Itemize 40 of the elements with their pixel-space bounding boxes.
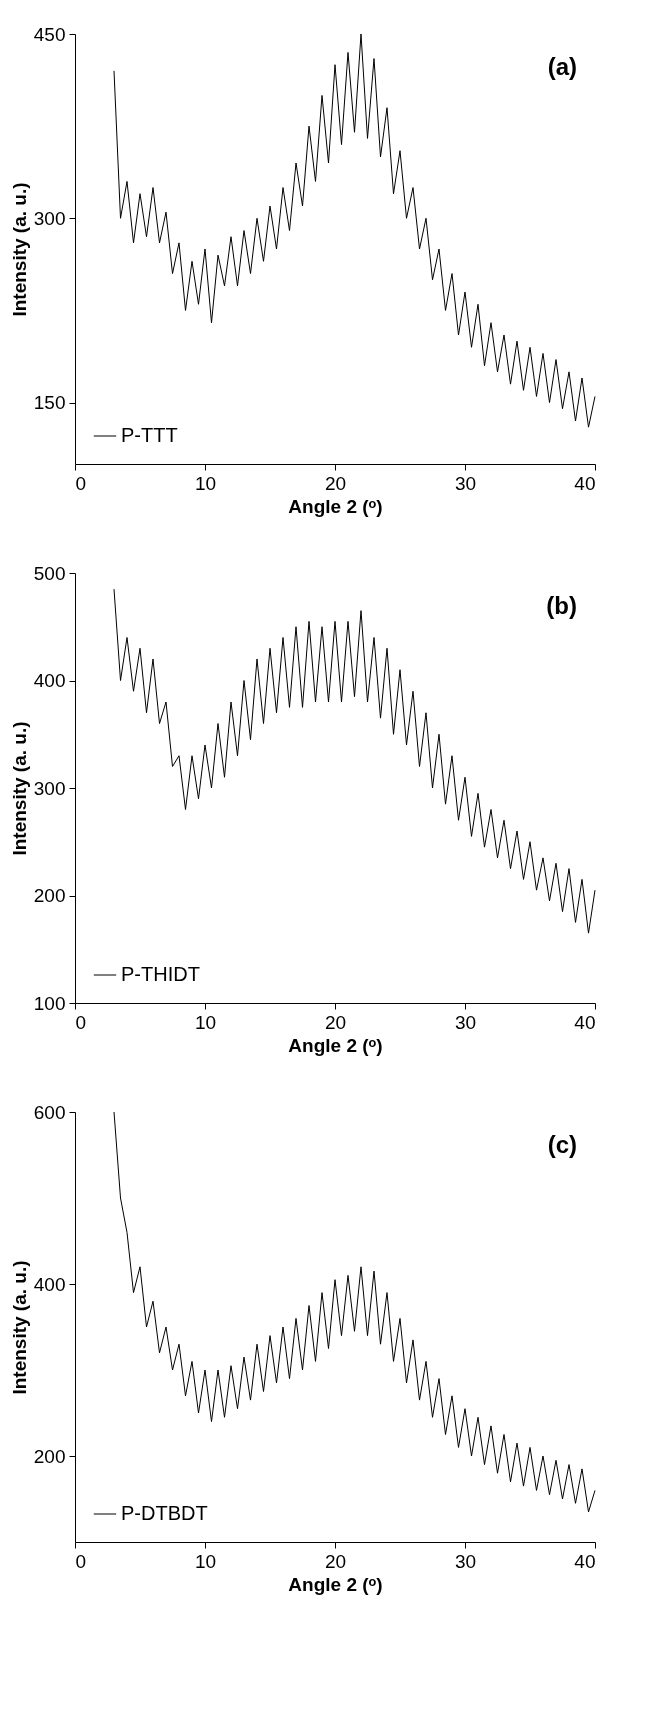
x-tick-label: 0 xyxy=(75,1550,87,1572)
y-tick-label: 450 xyxy=(33,23,66,45)
y-tick-label: 500 xyxy=(33,562,66,584)
annotation: (b) xyxy=(546,592,577,619)
y-axis-title: Intensity (a. u.) xyxy=(8,182,30,317)
y-tick-label: 400 xyxy=(33,670,66,691)
y-axis-title: Intensity (a. u.) xyxy=(8,721,30,856)
legend-label: P-DTBDT xyxy=(121,1502,208,1524)
y-tick-label: 200 xyxy=(33,885,66,906)
x-tick-label: 0 xyxy=(75,1011,87,1033)
annotation: (a) xyxy=(547,53,577,80)
y-tick-label: 100 xyxy=(33,992,66,1014)
y-tick-label: 300 xyxy=(33,207,66,229)
x-tick-label: 20 xyxy=(324,1550,347,1572)
x-tick-label: 10 xyxy=(194,1550,217,1572)
x-tick-label: 0 xyxy=(75,472,87,494)
x-tick-label: 30 xyxy=(454,1550,477,1572)
legend-label: P-TTT xyxy=(121,424,178,446)
x-axis-title: Angle 2 (ᵒ) xyxy=(288,1573,383,1595)
y-tick-label: 400 xyxy=(33,1273,66,1295)
x-tick-label: 40 xyxy=(574,472,596,494)
annotation: (c) xyxy=(547,1131,577,1158)
x-tick-label: 30 xyxy=(454,472,477,494)
y-tick-label: 300 xyxy=(33,777,66,799)
x-tick-label: 10 xyxy=(194,1011,217,1033)
x-axis-title: Angle 2 (ᵒ) xyxy=(288,1034,383,1056)
line-series xyxy=(113,588,596,934)
x-tick-label: 30 xyxy=(454,1011,477,1033)
x-tick-label: 40 xyxy=(574,1550,596,1572)
x-axis-title: Angle 2 (ᵒ) xyxy=(288,495,383,517)
x-tick-label: 40 xyxy=(574,1011,596,1033)
y-tick-label: 150 xyxy=(33,392,66,414)
y-axis-title: Intensity (a. u.) xyxy=(8,1260,30,1395)
line-series xyxy=(113,33,596,428)
legend-label: P-THIDT xyxy=(121,963,200,985)
x-tick-label: 20 xyxy=(324,472,347,494)
x-tick-label: 10 xyxy=(194,472,217,494)
y-tick-label: 600 xyxy=(33,1101,66,1123)
y-tick-label: 200 xyxy=(33,1445,66,1467)
x-tick-label: 20 xyxy=(324,1011,347,1033)
